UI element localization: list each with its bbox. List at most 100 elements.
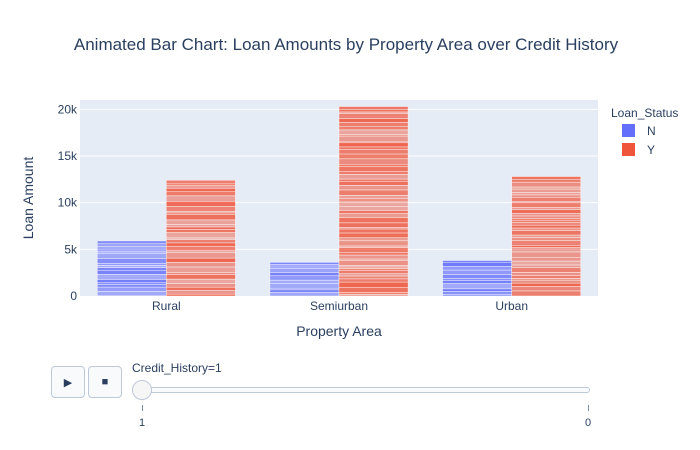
bar-segment: [338, 181, 409, 186]
bar-segment: [97, 253, 167, 259]
bar-segment: [511, 267, 581, 273]
bar-segment: [338, 213, 409, 218]
bar-segment: [511, 264, 581, 269]
legend-item-y[interactable]: Y: [622, 143, 655, 157]
bar-segment: [338, 228, 409, 234]
bar-segment: [338, 185, 409, 191]
bar-segment: [511, 272, 581, 276]
bar-segment: [338, 109, 409, 113]
bar-segment: [511, 280, 581, 284]
bar-segment: [338, 252, 409, 256]
bar-rural-n[interactable]: [97, 240, 167, 296]
bar-segment: [338, 266, 409, 269]
bar-segment: [338, 171, 409, 175]
bar-segment: [511, 286, 581, 292]
bar-segment: [442, 266, 512, 271]
bar-urban-n[interactable]: [442, 260, 512, 297]
stop-button[interactable]: ■: [88, 366, 122, 398]
bar-segment: [511, 247, 581, 253]
bar-fill: [339, 106, 409, 297]
slider-step-label-0[interactable]: 0: [584, 417, 592, 429]
bar-segment: [97, 265, 167, 268]
bar-segment: [338, 174, 409, 180]
bar-segment: [269, 287, 340, 291]
legend-label-n: N: [647, 124, 656, 138]
bar-segment: [269, 275, 340, 281]
bar-segment: [511, 213, 581, 217]
bar-segment: [511, 224, 581, 229]
bar-segment: [338, 111, 409, 114]
bar-segment: [97, 282, 167, 285]
y-ticks: 0 5k 10k 15k 20k: [58, 102, 78, 303]
bar-segment: [97, 284, 167, 288]
bar-segment: [338, 158, 409, 165]
bar-segment: [511, 240, 581, 246]
bar-segment: [97, 267, 167, 271]
bar-segment: [269, 272, 340, 277]
bar-segment: [442, 294, 512, 297]
bar-segment: [338, 118, 409, 123]
bar-segment: [166, 226, 236, 230]
bar-segment: [511, 220, 581, 223]
bar-segment: [166, 188, 236, 192]
legend-swatch-y: [622, 143, 635, 156]
bar-segment: [166, 195, 236, 202]
chart-title: Animated Bar Chart: Loan Amounts by Prop…: [74, 35, 619, 54]
bar-segment: [97, 263, 167, 266]
slider-tick-1: [142, 405, 143, 411]
bar-segment: [269, 264, 340, 269]
bar-segment: [97, 279, 167, 283]
slider-handle[interactable]: [132, 380, 152, 400]
bar-segment: [338, 240, 409, 247]
slider-track[interactable]: [132, 387, 590, 393]
bar-segment: [338, 135, 409, 142]
bar-urban-y[interactable]: [511, 176, 581, 297]
bar-segment: [97, 251, 167, 255]
bar-segment: [338, 146, 409, 150]
bar-semiurban-y[interactable]: [338, 106, 409, 297]
bar-rural-y[interactable]: [166, 180, 236, 297]
bar-segment: [338, 141, 409, 144]
bar-segment: [338, 258, 409, 261]
bar-segment: [442, 274, 512, 279]
bar-segment: [97, 246, 167, 253]
bar-segment: [166, 212, 236, 215]
bar-segment: [166, 286, 236, 291]
bar-segment: [166, 262, 236, 268]
bar-segment: [166, 237, 236, 240]
bar-segment: [511, 202, 581, 208]
bar-segment: [511, 207, 581, 210]
bar-segment: [166, 183, 236, 186]
bar-segment: [269, 289, 340, 293]
bar-segment: [511, 234, 581, 238]
bar-segment: [511, 256, 581, 262]
y-tick-label: 5k: [64, 242, 78, 256]
bar-segment: [511, 275, 581, 279]
bar-segment: [269, 262, 340, 265]
legend-item-n[interactable]: N: [622, 124, 656, 138]
bar-segment: [338, 287, 409, 293]
play-button[interactable]: ▶: [51, 366, 85, 398]
bar-segment: [269, 268, 340, 273]
bar-semiurban-n[interactable]: [269, 262, 340, 297]
bar-segment: [442, 260, 512, 263]
y-tick-label: 10k: [58, 196, 78, 210]
bar-segment: [338, 254, 409, 260]
bar-segment: [338, 142, 409, 148]
bar-segment: [269, 279, 340, 284]
play-icon: ▶: [63, 376, 73, 389]
bar-segment: [166, 211, 236, 214]
bar-segment: [511, 282, 581, 287]
bar-segment: [166, 191, 236, 197]
bar-segment: [442, 280, 512, 284]
bar-segment: [166, 242, 236, 247]
y-tick-label: 15k: [58, 149, 78, 163]
bar-segment: [166, 229, 236, 233]
y-tick-label: 0: [70, 289, 77, 303]
bar-segment: [166, 278, 236, 284]
bar-segment: [338, 247, 409, 253]
slider-step-label-1[interactable]: 1: [138, 417, 146, 429]
bar-segment: [166, 250, 236, 253]
bar-segment: [511, 290, 581, 297]
